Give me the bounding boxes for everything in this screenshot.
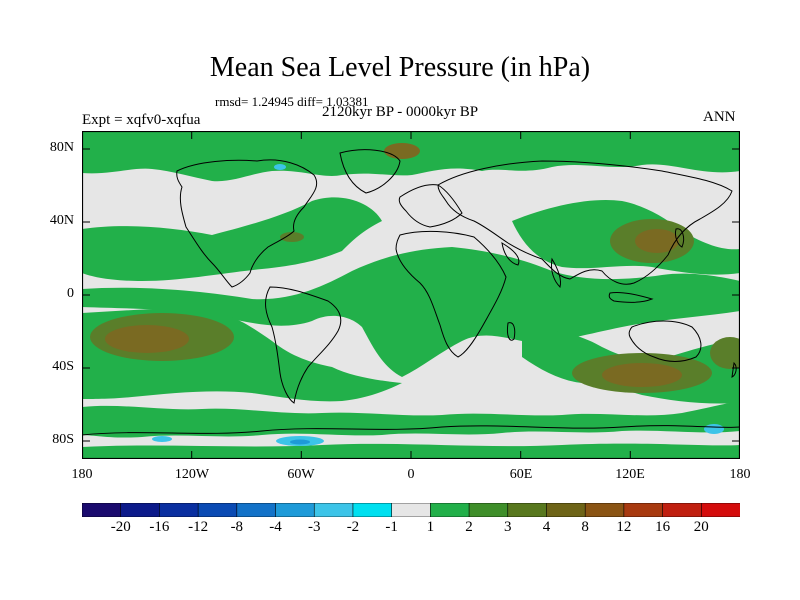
- colorbar-label: -2: [346, 519, 360, 535]
- colorbar-label: -4: [269, 519, 282, 535]
- colorbar-swatch-0: [82, 503, 122, 517]
- west-pacific-brown: [635, 229, 679, 253]
- colorbar: [82, 503, 740, 517]
- colorbar-swatch-6: [313, 503, 354, 517]
- lat-label-80n: 80N: [49, 140, 74, 155]
- colorbar-label: 4: [542, 519, 551, 535]
- north-pacific-green: [82, 197, 382, 281]
- lon-label-120e: 120E: [615, 467, 645, 482]
- colorbar-label: 16: [655, 519, 671, 535]
- colorbar-label: -16: [149, 519, 170, 535]
- coastlines: [82, 149, 740, 436]
- colorbar-label: 2: [465, 519, 473, 535]
- colorbar-swatch-2: [159, 503, 199, 517]
- colorbar-swatch-1: [120, 503, 161, 517]
- period-label: 2120kyr BP - 0000kyr BP: [322, 104, 479, 120]
- experiment-label: Expt = xqfv0-xqfua: [82, 112, 201, 128]
- atlantic-olive: [280, 232, 304, 242]
- colorbar-swatch-8: [391, 503, 432, 517]
- lon-label-60e: 60E: [509, 467, 533, 482]
- lon-label-120w: 120W: [174, 467, 210, 482]
- colorbar-swatch-3: [197, 503, 238, 517]
- colorbar-label: -20: [110, 519, 131, 535]
- season-label: ANN: [703, 109, 736, 125]
- colorbar-swatch-7: [352, 503, 393, 517]
- lon-label-0: 0: [407, 467, 415, 482]
- lat-label-0: 0: [67, 286, 74, 301]
- colorbar-label: -1: [385, 519, 398, 535]
- tropical-green-band: [82, 247, 740, 377]
- colorbar-label: -3: [307, 519, 321, 535]
- lon-label-180w: 180: [71, 467, 93, 482]
- lon-label-180e: 180: [729, 467, 751, 482]
- colorbar-label: 20: [693, 519, 709, 535]
- colorbar-swatch-4: [236, 503, 277, 517]
- east-pacific-olive: [710, 337, 740, 369]
- colorbar-swatch-12: [546, 503, 586, 517]
- stats-text: rmsd= 1.24945 diff= 1.03381: [215, 94, 369, 109]
- colorbar-swatch-10: [468, 503, 509, 517]
- colorbar-swatch-15: [662, 503, 703, 517]
- lon-label-60w: 60W: [287, 467, 315, 482]
- colorbar-label: 3: [504, 519, 512, 535]
- lat-label-40s: 40S: [52, 359, 74, 374]
- colorbar-swatch-13: [584, 503, 625, 517]
- colorbar-label: 12: [616, 519, 632, 535]
- map-panel: [82, 131, 740, 459]
- map-title: Mean Sea Level Pressure (in hPa): [209, 52, 591, 83]
- antarctic-cyan-2: [152, 436, 172, 442]
- colorbar-swatch-11: [507, 503, 548, 517]
- colorbar-label: 1: [426, 519, 435, 535]
- colorbar-swatch-14: [623, 503, 664, 517]
- colorbar-label: -12: [188, 519, 209, 535]
- colorbar-swatch-5: [275, 503, 316, 517]
- colorbar-label: 8: [581, 519, 589, 535]
- antarctic-blue-1: [290, 439, 310, 445]
- antarctic-cyan-3: [704, 424, 724, 434]
- lat-label-80s: 80S: [52, 432, 74, 447]
- colorbar-swatch-16: [700, 503, 740, 517]
- south-indian-brown: [602, 363, 682, 387]
- colorbar-swatch-9: [430, 503, 470, 517]
- colorbar-label: -8: [230, 519, 244, 535]
- arctic-brown: [384, 143, 420, 159]
- axis-ticks: [82, 131, 740, 459]
- arctic-cyan: [274, 164, 286, 170]
- lat-label-40n: 40N: [49, 213, 74, 228]
- south-pacific-brown: [105, 325, 189, 353]
